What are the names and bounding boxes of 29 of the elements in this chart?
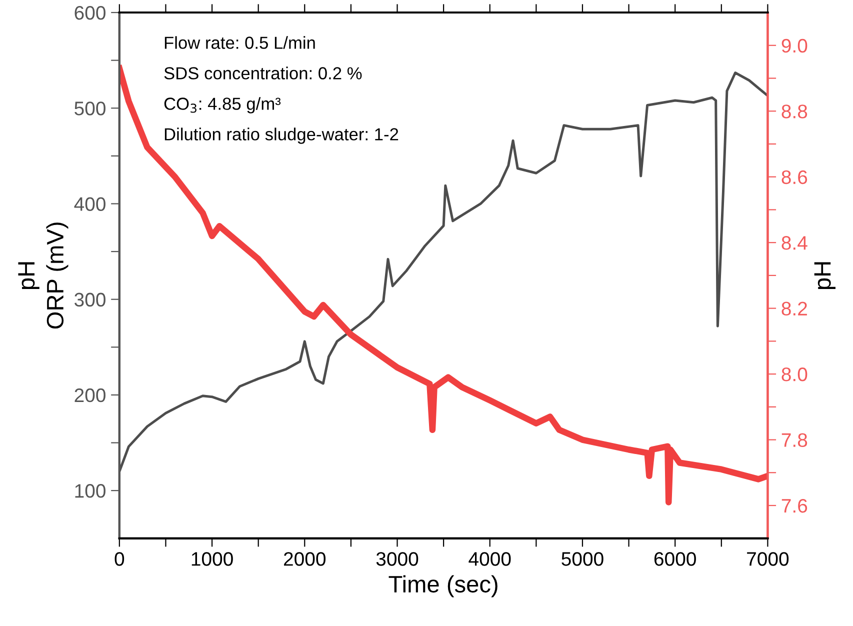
y-tick-label: 200 [74,388,106,402]
y-axis-title: pH ORP (mV) [18,222,68,329]
y2-tick-label: 8.8 [782,104,808,118]
y2-tick-label: 8.2 [782,302,807,316]
y2-tick-label: 7.8 [782,433,808,447]
annotation: CO$_{3}$: 4.85 g/m³ [164,97,281,114]
annotation: SDS concentration: 0.2 % [164,66,362,80]
annotation: Flow rate: 0.5 L/min [164,36,315,49]
y-tick-label: 100 [75,484,106,498]
y2-tick-label: 8.6 [782,170,808,184]
y2-tick-label: 9.0 [782,38,808,53]
y2-tick-label: 8.4 [782,236,808,250]
y-tick-label: 300 [74,292,106,307]
y-tick-label: 400 [74,197,106,211]
y2-axis-title: pH [814,262,836,290]
x-tick-label: 2000 [284,552,326,566]
x-tick-label: 4000 [468,552,511,566]
x-tick-label: 3000 [376,552,418,566]
x-tick-label: 1000 [192,552,233,566]
y-tick-label: 600 [74,6,106,20]
x-tick-label: 6000 [654,552,696,566]
x-tick-label: 0 [114,552,124,566]
x-axis-title: Time (sec) [388,575,498,598]
x-tick-label: 7000 [747,552,789,566]
y2-tick-label: 7.6 [782,498,808,513]
y-tick-label: 500 [74,102,106,116]
y2-tick-label: 8.0 [782,368,808,382]
annotation: Dilution ratio sludge-water: 1-2 [164,128,398,144]
x-tick-label: 5000 [562,552,604,566]
